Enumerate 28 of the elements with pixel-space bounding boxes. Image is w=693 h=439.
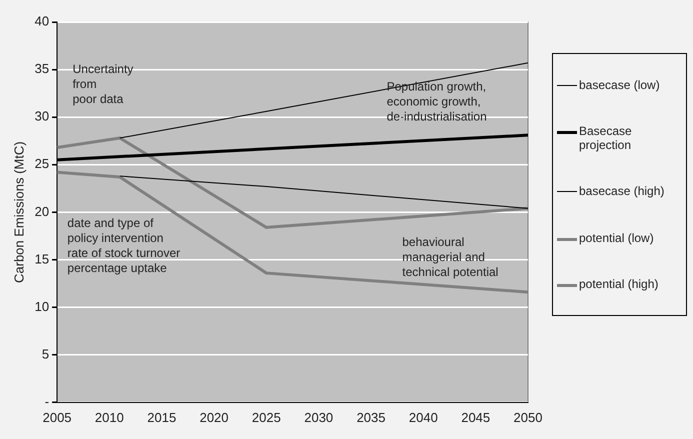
x-tick-label: 2035	[356, 410, 386, 425]
y-tick-label: 5	[42, 346, 50, 362]
annotation: Uncertainty from poor data	[72, 62, 134, 106]
x-tick-label: 2025	[252, 410, 281, 425]
x-tick-label: 2015	[147, 410, 176, 425]
annotation: date and type of policy intervention rate of stock turnover percentage uptake	[67, 216, 180, 276]
legend-label: potential (high)	[579, 276, 658, 291]
y-axis-title: Carbon Emissions (MtC)	[11, 141, 26, 283]
y-tick-label: 35	[34, 61, 50, 76]
x-tick-label: 2045	[461, 410, 490, 425]
x-tick-label: 2020	[200, 410, 228, 425]
annotation: behavioural managerial and technical potential	[402, 235, 498, 280]
x-tick-label: 2030	[304, 410, 334, 425]
x-tick-label: 2050	[514, 410, 542, 425]
y-tick-label: 15	[34, 251, 50, 266]
y-tick-label: 20	[34, 204, 50, 219]
legend-label: basecase (low)	[579, 78, 660, 92]
y-tick-label: 40	[34, 14, 50, 29]
y-tick-label: 10	[34, 298, 50, 314]
x-tick-label: 2040	[408, 410, 438, 425]
y-tick-label: 30	[34, 108, 50, 124]
legend-label: potential (low)	[579, 230, 654, 245]
x-tick-label: 2005	[42, 410, 72, 425]
legend-label: Basecase projection	[579, 124, 633, 152]
x-tick-label: 2010	[94, 410, 124, 425]
legend-label: basecase (high)	[579, 184, 664, 198]
y-tick-label: 25	[34, 156, 50, 172]
y-tick-label: -	[44, 394, 50, 409]
